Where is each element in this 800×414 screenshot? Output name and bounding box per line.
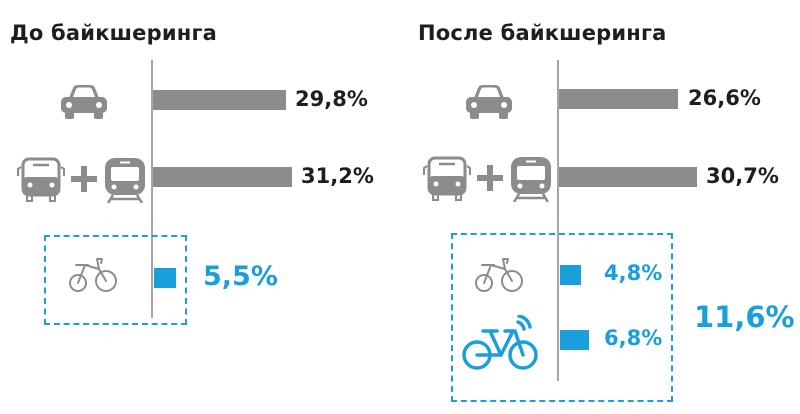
bicycle-icon <box>475 257 523 293</box>
plus-icon <box>71 166 97 192</box>
after-car-value: 26,6% <box>688 86 761 110</box>
before-car-value: 29,8% <box>295 87 368 111</box>
before-bike-value: 5,5% <box>203 261 278 292</box>
before-bike-group <box>44 235 187 325</box>
train-icon <box>104 157 146 203</box>
after-axis <box>557 60 559 381</box>
before-bike-bar <box>154 268 176 288</box>
after-public-transport-bar <box>559 167 697 187</box>
car-icon <box>464 84 514 120</box>
connected-bicycle-icon <box>461 315 541 371</box>
after-bikeshare-value: 6,8% <box>604 326 663 350</box>
after-public-transport-value: 30,7% <box>706 164 779 188</box>
bicycle-icon <box>69 257 117 293</box>
before-title: До байкшеринга <box>10 21 217 45</box>
bus-icon <box>423 156 471 202</box>
after-bike-value: 4,8% <box>604 261 663 285</box>
train-icon <box>510 156 552 202</box>
before-axis <box>151 60 153 318</box>
after-car-bar <box>559 89 678 109</box>
car-icon <box>59 84 109 120</box>
after-bike-group <box>451 233 673 402</box>
after-bikeshare-bar <box>560 330 589 350</box>
plus-icon <box>477 165 503 191</box>
before-car-bar <box>153 90 286 110</box>
before-public-transport-value: 31,2% <box>301 164 374 188</box>
before-public-transport-bar <box>153 167 292 187</box>
bus-icon <box>17 157 65 203</box>
after-bike-bar <box>560 265 581 285</box>
after-bike-total-value: 11,6% <box>694 300 795 334</box>
after-title: После байкшеринга <box>418 21 667 45</box>
